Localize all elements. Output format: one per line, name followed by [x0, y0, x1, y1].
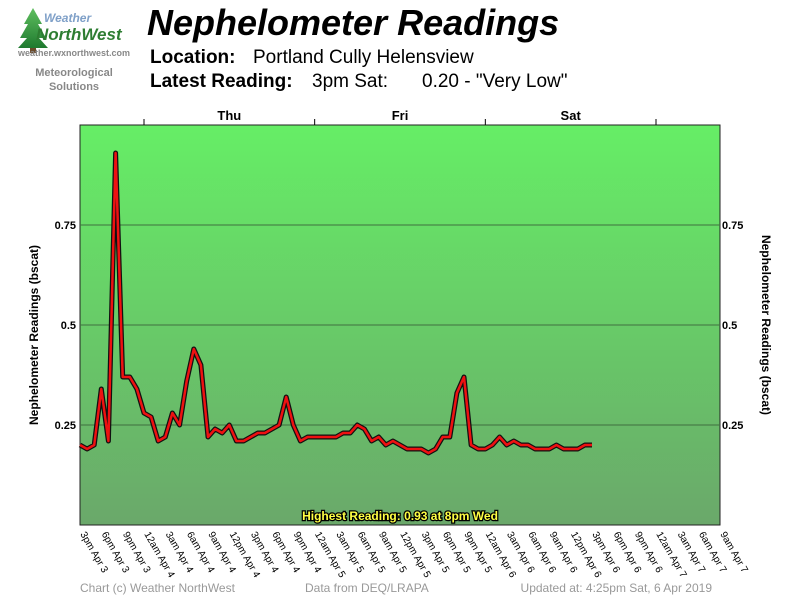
series-lines	[78, 150, 592, 456]
latest-reading-time: 3pm Sat:	[312, 71, 388, 92]
day-label: Sat	[561, 108, 582, 123]
logo-url: weather.wxnorthwest.com	[17, 48, 130, 58]
logo-tagline-1: Meteorological	[35, 67, 113, 79]
y-tick-label: 0.5	[722, 320, 737, 332]
y-tick-label: 0.75	[722, 220, 743, 232]
logo-brand-top: Weather	[44, 11, 92, 25]
y-tick-label: 0.75	[55, 220, 76, 232]
y-axis-title-right: Nephelometer Readings (bscat)	[759, 235, 773, 415]
day-label: Thu	[217, 108, 241, 123]
page-title: Nephelometer Readings	[147, 2, 559, 43]
y-tick-label: 0.25	[55, 420, 76, 432]
y-axis-title-left: Nephelometer Readings (bscat)	[27, 245, 41, 425]
gridlines	[80, 119, 720, 426]
footer-updated: Updated at: 4:25pm Sat, 6 Apr 2019	[521, 581, 713, 595]
series-line	[79, 151, 592, 455]
highest-reading-annotation: Highest Reading: 0.93 at 8pm Wed	[302, 509, 498, 523]
day-label: Fri	[392, 108, 409, 123]
latest-reading-value: 0.20 - "Very Low"	[422, 71, 568, 92]
logo: Weather NorthWest weather.wxnorthwest.co…	[17, 8, 130, 93]
y-axis-left: 0.25 0.5 0.75	[55, 220, 76, 432]
footer-copyright: Chart (c) Weather NorthWest	[80, 581, 236, 595]
location-value: Portland Cully Helensview	[253, 47, 474, 68]
y-tick-label: 0.5	[61, 320, 76, 332]
tree-icon	[18, 8, 48, 53]
latest-reading-label: Latest Reading:	[150, 71, 293, 92]
footer-source: Data from DEQ/LRAPA	[305, 581, 429, 595]
y-tick-label: 0.25	[722, 420, 743, 432]
logo-tagline-2: Solutions	[49, 81, 99, 93]
location-label: Location:	[150, 47, 236, 68]
logo-brand-bottom: NorthWest	[36, 25, 123, 44]
y-axis-right: 0.25 0.5 0.75	[722, 220, 743, 432]
day-labels: Thu Fri Sat	[217, 108, 581, 123]
